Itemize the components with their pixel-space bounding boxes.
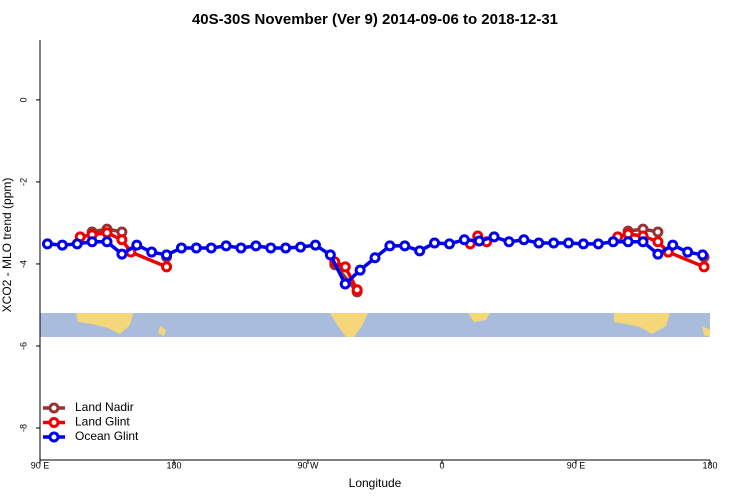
data-point [190, 242, 202, 254]
data-point [295, 241, 307, 253]
legend-label: Ocean Glint [75, 429, 139, 443]
legend-marker [48, 417, 60, 428]
x-tick-label: 180 [166, 460, 181, 470]
legend-marker [48, 402, 60, 414]
data-point [443, 238, 455, 250]
y-tick-label: 0 [18, 97, 28, 102]
data-point [161, 261, 173, 273]
y-axis-title: XCO2 - MLO trend (ppm) [0, 178, 14, 313]
data-point [652, 226, 664, 238]
data-point [351, 284, 363, 296]
legend-label: Land Glint [75, 415, 130, 429]
data-point [71, 238, 83, 250]
data-point [369, 252, 381, 264]
data-point [458, 234, 470, 246]
data-point [175, 242, 187, 254]
data-point [116, 248, 128, 260]
x-tick-label: 90 E [567, 460, 586, 470]
data-point [548, 237, 560, 249]
data-point [698, 261, 710, 273]
data-point [309, 239, 321, 251]
data-point [488, 231, 500, 243]
y-tick-label: -6 [18, 342, 28, 350]
data-point [563, 237, 575, 249]
x-axis-title: Longitude [349, 476, 402, 490]
data-point [533, 237, 545, 249]
x-tick-label: 180 [702, 460, 717, 470]
data-point [414, 245, 426, 257]
y-tick-label: -2 [18, 178, 28, 186]
data-point [235, 242, 247, 254]
y-tick-label: -8 [18, 424, 28, 432]
data-point [652, 236, 664, 248]
series [41, 231, 709, 290]
data-point [682, 246, 694, 258]
data-point [265, 242, 277, 254]
data-point [399, 240, 411, 252]
data-point [101, 227, 113, 239]
data-point [354, 264, 366, 276]
data-point [667, 239, 679, 251]
data-point [220, 240, 232, 252]
legend-label: Land Nadir [75, 400, 134, 414]
data-point [324, 249, 336, 261]
y-tick-label: -4 [18, 260, 28, 268]
data-point [101, 236, 113, 248]
data-point [205, 242, 217, 254]
data-point [637, 236, 649, 248]
data-point [577, 238, 589, 250]
map-strip [40, 313, 710, 337]
data-point [339, 261, 351, 273]
data-point [429, 237, 441, 249]
chart-title: 40S-30S November (Ver 9) 2014-09-06 to 2… [192, 11, 558, 28]
data-point [131, 239, 143, 251]
data-point [473, 235, 485, 247]
data-point [503, 236, 515, 248]
data-point [622, 236, 634, 248]
legend-marker [48, 431, 60, 443]
data-point [280, 242, 292, 254]
data-point [697, 249, 709, 261]
data-point [339, 278, 351, 290]
data-point [384, 240, 396, 252]
x-tick-label: 0 [439, 460, 444, 470]
x-tick-label: 90 W [297, 460, 319, 470]
data-point [56, 239, 68, 251]
data-point [116, 234, 128, 246]
data-point [607, 236, 619, 248]
data-point [146, 246, 158, 258]
data-point [518, 234, 530, 246]
data-point [652, 248, 664, 260]
data-point [250, 240, 262, 252]
data-point [86, 236, 98, 248]
data-point [592, 238, 604, 250]
x-tick-label: 90 E [31, 460, 50, 470]
data-point [41, 238, 53, 250]
data-point [161, 249, 173, 261]
